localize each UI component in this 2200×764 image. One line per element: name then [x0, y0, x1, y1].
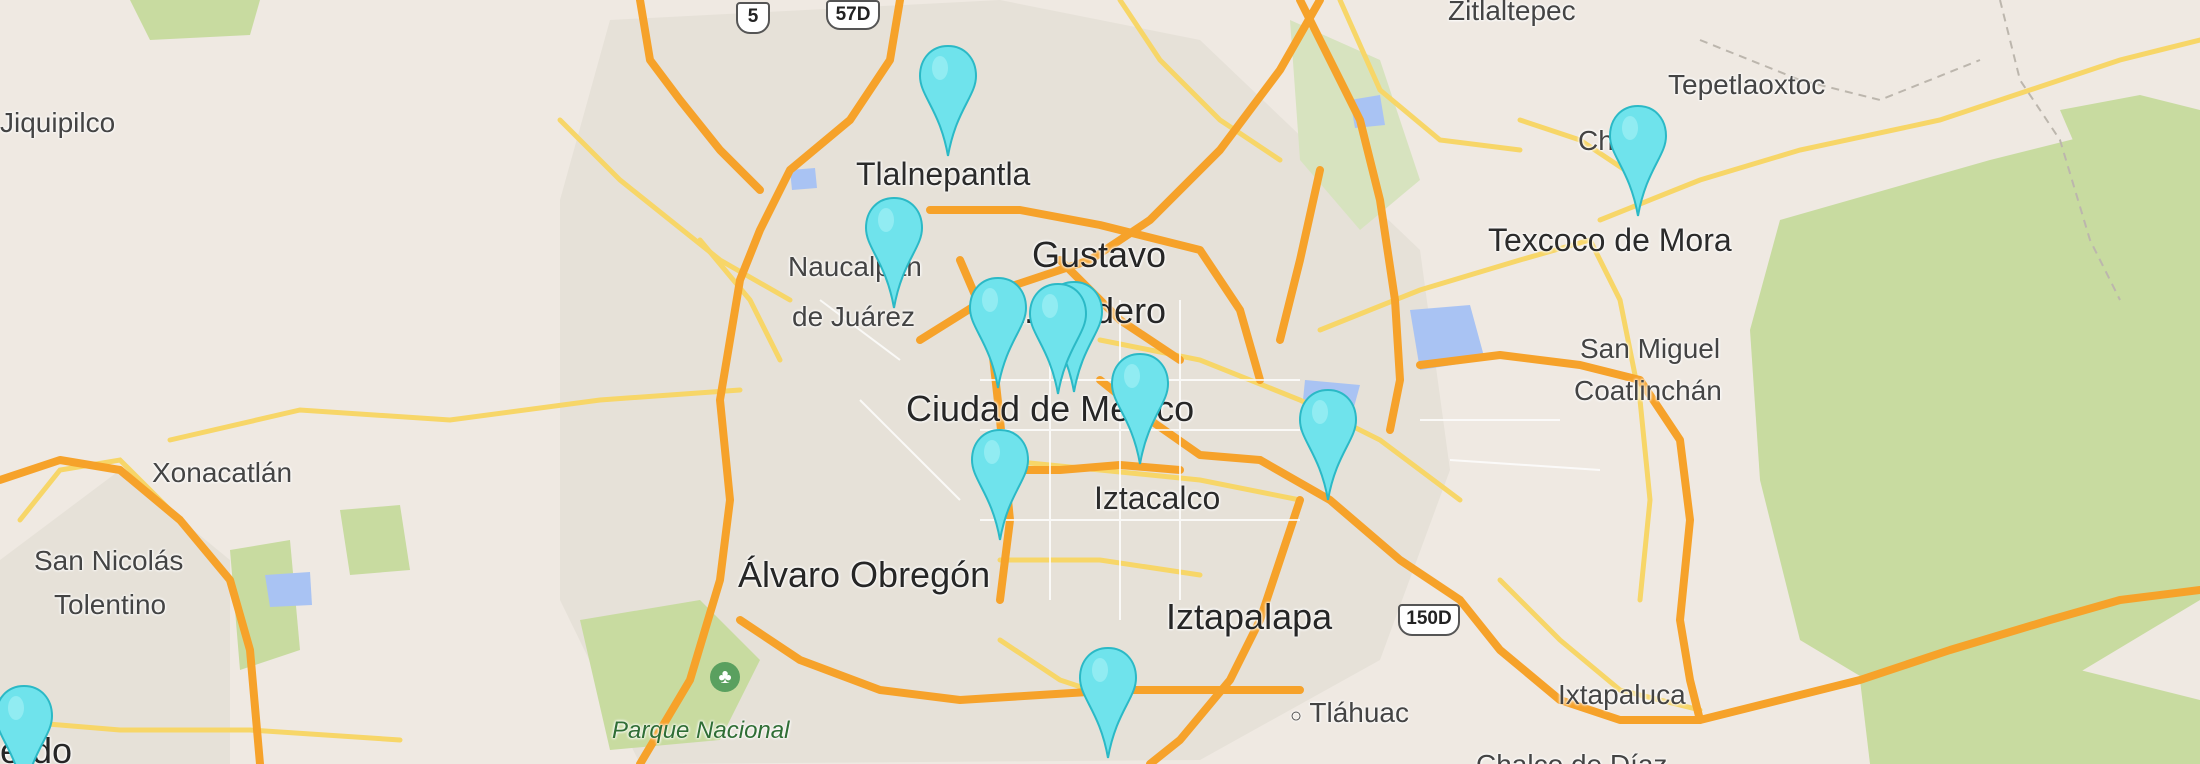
marker-tlalnepantla[interactable]: [916, 44, 980, 158]
marker-lerdo[interactable]: [0, 684, 56, 764]
map-pin-icon: [918, 44, 978, 157]
label-ixtapaluca: Ixtapaluca: [1558, 679, 1686, 710]
map-pin-icon: [0, 684, 54, 764]
label-texcoco: Texcoco de Mora: [1488, 222, 1732, 258]
label-san-nicolas-line2: Tolentino: [54, 589, 167, 620]
marker-east[interactable]: [1296, 388, 1360, 502]
label-parque-nacional: Parque Nacional: [612, 717, 790, 744]
route-shield-150d: 150D: [1398, 604, 1460, 636]
label-tlahuac: ○ Tláhuac: [1290, 697, 1409, 728]
label-alvaro-obregon: Álvaro Obregón: [738, 554, 991, 595]
park-tree-icon: ♣: [710, 662, 740, 692]
label-tepetlaoxtoc: Tepetlaoxtoc: [1668, 69, 1826, 100]
label-tlalnepantla: Tlalnepantla: [856, 156, 1031, 192]
map-pin-icon: [1078, 646, 1138, 759]
marker-azcapotzalco[interactable]: [966, 276, 1030, 390]
marker-naucalpan[interactable]: [862, 196, 926, 310]
label-jiquipilco: Jiquipilco: [0, 107, 116, 138]
label-san-miguel-line1: San Miguel: [1580, 333, 1721, 364]
label-san-nicolas-line1: San Nicolás: [34, 545, 184, 576]
route-shield-5: 5: [736, 2, 770, 34]
marker-west-center[interactable]: [968, 428, 1032, 542]
label-zitlaltepec: Zitlaltepec: [1448, 0, 1576, 26]
route-shield-57d: 57D: [826, 0, 880, 30]
map-pin-icon: [1028, 282, 1088, 395]
map-pin-icon: [968, 276, 1028, 389]
marker-chiconcuac[interactable]: [1606, 104, 1670, 218]
label-iztacalco: Iztacalco: [1094, 480, 1221, 516]
label-chalco-partial: Chalco de Díaz: [1476, 750, 1667, 764]
marker-cdmx-center[interactable]: [1108, 352, 1172, 466]
map-pin-icon: [970, 428, 1030, 541]
map-pin-icon: [1608, 104, 1668, 217]
map-pin-icon: [1110, 352, 1170, 465]
map-pin-icon: [864, 196, 924, 309]
label-xonacatlan: Xonacatlán: [152, 457, 293, 488]
marker-gustavo-2[interactable]: [1026, 282, 1090, 396]
marker-coyoacan[interactable]: [1076, 646, 1140, 760]
map-pin-icon: [1298, 388, 1358, 501]
label-san-miguel-line2: Coatlinchán: [1574, 375, 1722, 406]
label-iztapalapa: Iztapalapa: [1166, 596, 1333, 637]
label-gustavo-line1: Gustavo: [1032, 234, 1167, 275]
